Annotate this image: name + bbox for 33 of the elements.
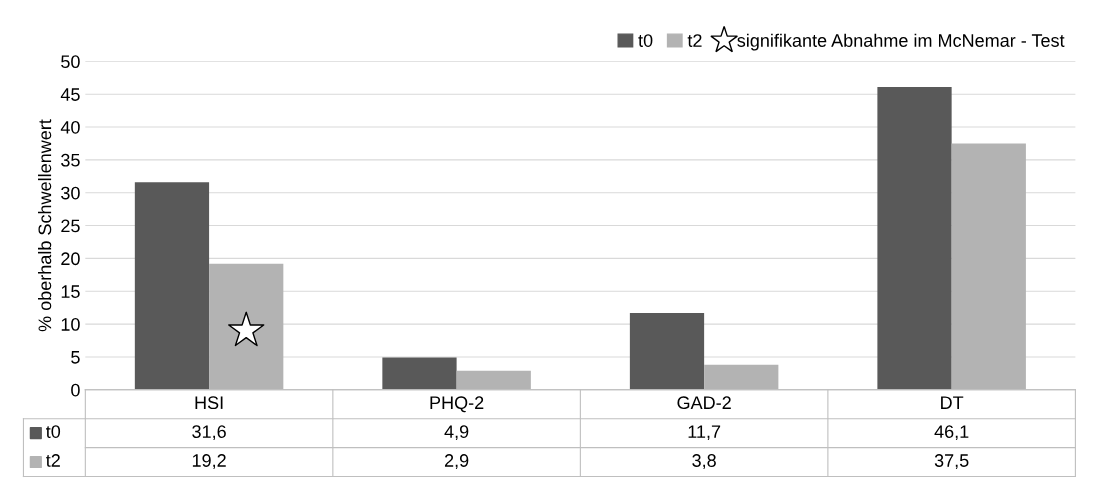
y-tick-label: 40: [60, 120, 80, 134]
text: t2: [46, 454, 60, 467]
legend-label: signifikante Abnahme im McNemar - Test: [737, 33, 1065, 51]
y-tick-label: 20: [61, 252, 80, 266]
legend-label: t2: [687, 34, 702, 47]
y-tick-label: 45: [60, 88, 80, 101]
y-tick-label: 15: [61, 285, 80, 298]
data-label: 37,5: [934, 454, 969, 470]
bar: [382, 357, 457, 390]
y-tick-label: 5: [71, 351, 80, 364]
x-tick-label: GAD-2: [677, 396, 731, 410]
y-tick-label: 10: [61, 318, 80, 331]
bar: [877, 86, 952, 390]
legend-label: t0: [638, 34, 653, 47]
y-tick-label: 25: [61, 219, 80, 233]
bar: [134, 182, 210, 390]
x-tick-label: DT: [941, 396, 964, 409]
x-tick-label: PHQ-2: [430, 396, 484, 413]
x-tick-label: HSI: [195, 396, 223, 410]
data-label: 3,8: [692, 454, 716, 470]
y-tick-label: 50: [61, 55, 80, 69]
data-label: 2,9: [444, 454, 469, 470]
bar: [629, 312, 705, 390]
text: t0: [46, 425, 61, 438]
data-label: 31,6: [192, 425, 226, 441]
y-axis-title: % oberhalb Schwellenwert: [38, 119, 52, 332]
data-label: 19,2: [192, 454, 226, 470]
y-tick-label: 35: [61, 153, 80, 167]
data-label: 4,9: [444, 425, 469, 441]
data-label: 11,7: [688, 425, 721, 441]
data-label: 46,1: [934, 425, 969, 441]
y-tick-label: 0: [71, 383, 80, 397]
y-tick-label: 30: [61, 186, 80, 200]
